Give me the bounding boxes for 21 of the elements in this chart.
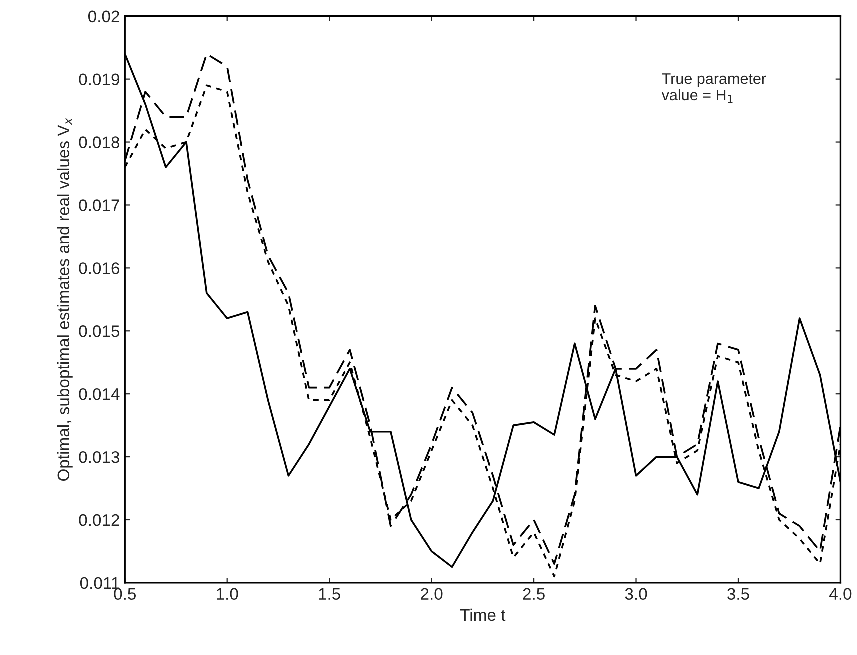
x-tick-label: 2.5	[523, 588, 545, 600]
y-tick-label: 0.017	[79, 200, 120, 212]
y-tick-label: 0.012	[79, 514, 120, 526]
y-tick-label: 0.014	[79, 388, 120, 400]
x-tick-label: 3.5	[728, 588, 750, 600]
x-tick-label: 0.5	[114, 588, 136, 600]
y-tick-label: 0.019	[79, 74, 120, 86]
y-tick-label: 0.016	[79, 262, 120, 274]
x-tick-label: 4.0	[830, 588, 852, 600]
x-tick-label: 1.0	[217, 588, 238, 600]
x-axis-title: Time t	[460, 608, 506, 622]
y-tick-label: 0.018	[79, 136, 120, 148]
y-axis-title: Optimal, suboptimal estimates and real values V$_{x}$	[57, 118, 73, 482]
x-tick-label: 3.0	[625, 588, 648, 600]
y-tick-label: 0.013	[79, 451, 120, 464]
y-tick-label: 0.02	[88, 10, 120, 23]
y-tick-label: 0.011	[80, 577, 120, 590]
x-tick-label: 1.5	[319, 588, 340, 600]
y-tick-label: 0.015	[79, 326, 120, 338]
annotation: True parameter value = H$_{1}$	[662, 74, 766, 103]
x-tick-label: 2.0	[421, 588, 443, 600]
